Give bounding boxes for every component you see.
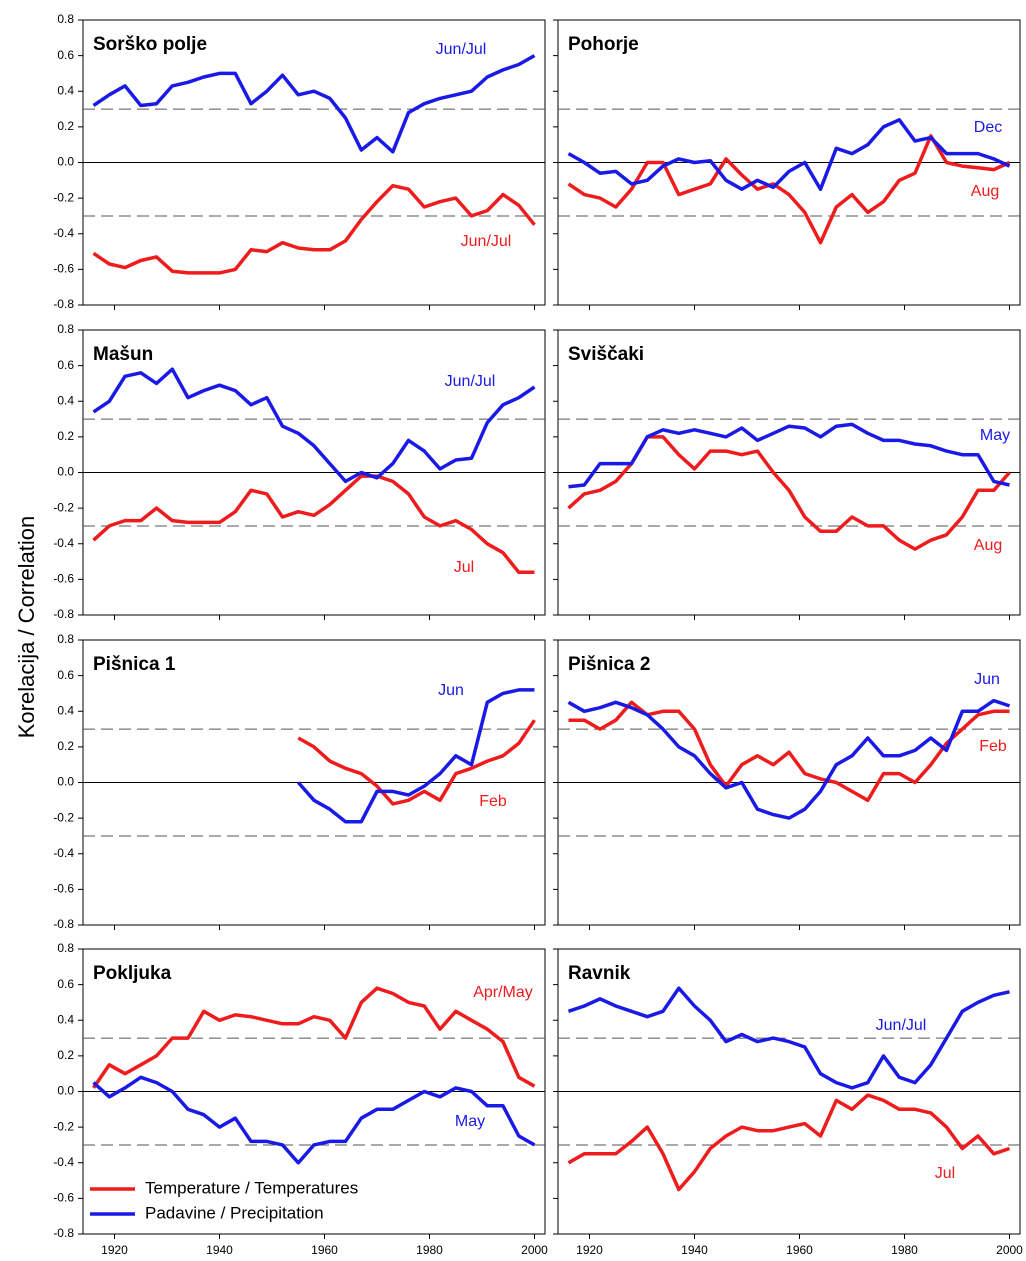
y-tick-label: -0.2 [53,500,74,514]
y-tick-label: 0.8 [57,941,74,955]
y-tick-label: 0.0 [57,1084,74,1098]
y-tick-label: 0.4 [57,703,74,717]
y-tick-label: 0.2 [57,1048,74,1062]
y-tick-label: 0.4 [57,393,74,407]
y-tick-label: -0.6 [53,882,74,896]
series-annotation: Jun/Jul [461,233,512,250]
y-tick-label: 0.6 [57,977,74,991]
panel: Sviščaki Aug May [553,329,1021,620]
series-annotation: Dec [974,119,1002,136]
y-tick-label: -0.4 [53,1155,74,1169]
panel-title: Sviščaki [568,344,644,365]
y-tick-label: -0.8 [53,607,74,621]
x-tick-label: 1920 [101,1243,128,1257]
y-tick-label: -0.6 [53,1191,74,1205]
legend-label: Temperature / Temperatures [145,1178,358,1197]
series-annotation: Feb [479,793,507,810]
panel: Pohorje Aug Dec [553,19,1021,310]
series-line [92,1075,536,1165]
series-annotation: May [455,1113,485,1130]
y-tick-label: -0.6 [53,572,74,586]
panel: Pišnica 2 Feb Jun [553,639,1021,930]
series-annotation: Jun/Jul [876,1017,927,1034]
series-line [568,422,1010,489]
series-annotation: Feb [979,738,1007,755]
panel: -0.8 -0.6 -0.4 -0.2 0.0 0.2 0.4 0.6 0.8 Pišnica 1… [53,632,546,931]
y-tick-label: -0.4 [53,536,74,550]
series-annotation: Aug [971,183,999,200]
panel-title: Pišnica 2 [568,654,650,675]
series-annotation: Jul [935,1165,955,1182]
series-line [567,1093,1011,1192]
y-tick-label: -0.4 [53,846,74,860]
series-annotation: May [980,427,1010,444]
y-axis-label: Korelacija / Correlation [14,516,39,739]
y-tick-label: 0.0 [57,155,74,169]
panel-title: Ravnik [568,963,631,984]
series-line [92,474,535,575]
panel: -0.8 -0.6 -0.4 -0.2 0.0 0.2 0.4 0.6 0.8 1920 1940 1… [53,941,548,1257]
series-line [567,698,1011,820]
panel-title: Pišnica 1 [93,654,176,675]
panel-title: Pohorje [568,34,639,55]
y-tick-label: -0.6 [53,262,74,276]
y-tick-label: -0.4 [53,226,74,240]
series-line [296,688,535,824]
legend-label: Padavine / Precipitation [145,1203,324,1222]
y-tick-label: -0.2 [53,190,74,204]
y-tick-label: 0.2 [57,739,74,753]
x-tick-label: 2000 [996,1243,1023,1257]
x-tick-label: 1920 [576,1243,603,1257]
y-tick-label: 0.6 [57,48,74,62]
y-tick-label: -0.2 [53,1119,74,1133]
y-tick-label: 0.0 [57,465,74,479]
y-tick-label: 0.2 [57,119,74,133]
y-tick-label: 0.6 [57,668,74,682]
y-tick-label: 0.0 [57,775,74,789]
series-annotation: Jun [974,671,1000,688]
y-tick-label: 0.8 [57,12,74,26]
y-tick-label: 0.4 [57,83,74,97]
series-annotation: Jun/Jul [436,41,487,58]
series-line [92,367,536,484]
y-tick-label: 0.2 [57,429,74,443]
y-tick-label: -0.8 [53,917,74,931]
y-tick-label: 0.8 [57,632,74,646]
x-tick-label: 1980 [416,1243,443,1257]
series-line [567,986,1010,1090]
series-line [92,183,536,275]
series-line [568,700,1010,803]
series-annotation: Jun [438,682,464,699]
panel: -0.8 -0.6 -0.4 -0.2 0.0 0.2 0.4 0.6 0.8 Sorško po… [53,12,546,311]
x-tick-label: 1960 [311,1243,338,1257]
series-annotation: Jul [454,559,474,576]
panel: 1920 1940 1960 1980 2000 Ravnik Jul Jun/Jul [553,948,1023,1257]
y-tick-label: 0.4 [57,1012,74,1026]
x-tick-label: 1980 [891,1243,918,1257]
y-tick-label: -0.2 [53,810,74,824]
panel: -0.8 -0.6 -0.4 -0.2 0.0 0.2 0.4 0.6 0.8 Mašun Jul J… [53,322,546,621]
panel-title: Mašun [93,344,153,365]
panel-title: Sorško polje [93,34,207,55]
y-tick-label: -0.8 [53,1226,74,1240]
series-annotation: Jun/Jul [445,373,496,390]
series-line [567,118,1011,191]
y-tick-label: 0.8 [57,322,74,336]
series-line [567,435,1011,551]
series-line [297,719,536,806]
series-annotation: Aug [974,537,1002,554]
y-tick-label: 0.6 [57,358,74,372]
y-tick-label: -0.8 [53,297,74,311]
series-line [92,54,536,154]
panel-title: Pokljuka [93,963,172,984]
x-tick-label: 1940 [206,1243,233,1257]
series-line [92,986,536,1089]
x-tick-label: 1940 [681,1243,708,1257]
series-annotation: Apr/May [473,984,533,1001]
x-tick-label: 2000 [521,1243,548,1257]
x-tick-label: 1960 [786,1243,813,1257]
